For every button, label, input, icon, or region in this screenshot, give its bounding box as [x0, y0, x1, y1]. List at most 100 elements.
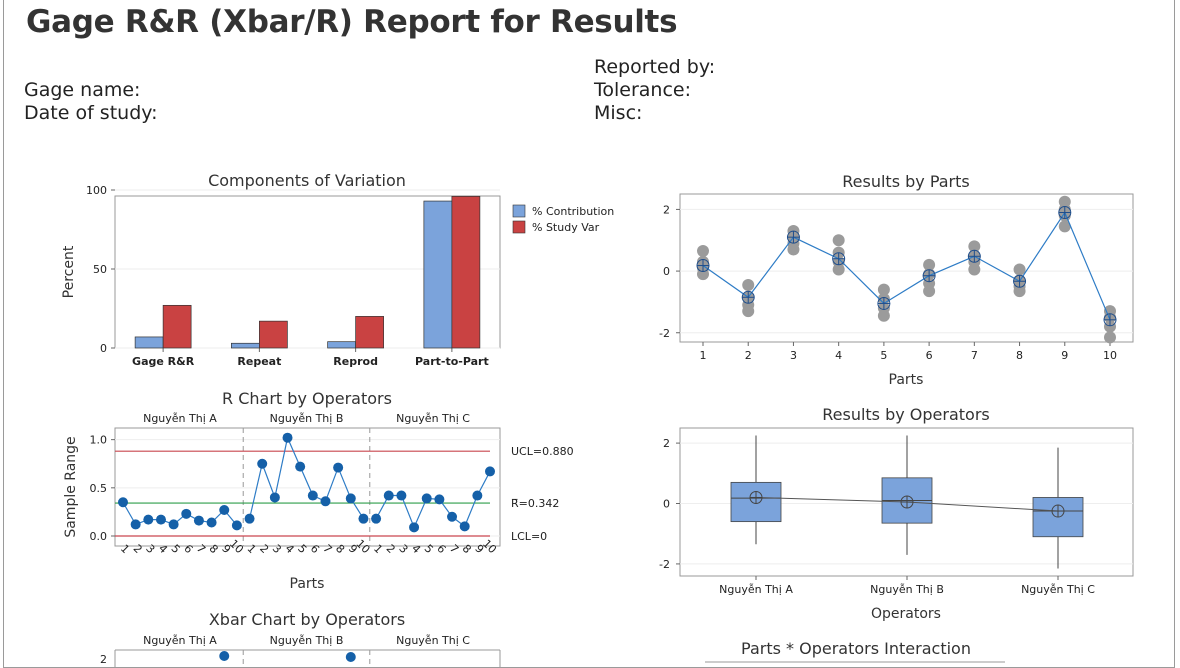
parts-observation-point — [968, 263, 981, 276]
components-category-label: Repeat — [237, 355, 281, 368]
parts-observation-point — [1104, 331, 1116, 344]
r-chart-group-label: Nguyễn Thị C — [396, 412, 470, 425]
components-ytick-label: 50 — [93, 263, 107, 276]
r-chart-point — [231, 520, 242, 531]
parts-observation-point — [742, 305, 755, 318]
r-chart-series-line — [122, 501, 238, 526]
components-category-label: Part-to-Part — [415, 355, 489, 368]
parts-xlabel: Parts — [889, 372, 924, 388]
r-chart-lcl-label: LCL=0 — [511, 530, 547, 543]
r-chart-center-bar: _ — [511, 487, 518, 500]
parts-observation-point — [742, 278, 755, 291]
parts-observation-point — [832, 263, 845, 276]
xbar-ytick-label: 2 — [100, 653, 107, 666]
r-chart-point — [409, 522, 420, 533]
r-chart-point — [434, 494, 445, 505]
components-category-label: Gage R&R — [132, 355, 195, 368]
operators-xtick-label: Nguyễn Thị B — [870, 583, 944, 596]
misc-label: Misc: — [594, 102, 643, 124]
parts-plot-area — [679, 193, 1134, 343]
r-chart-point — [168, 519, 179, 530]
r-chart-point — [181, 508, 192, 519]
parts-xtick-label: 1 — [700, 349, 707, 362]
xbar-group-label: Nguyễn Thị C — [396, 634, 470, 647]
parts-observation-point — [1013, 285, 1026, 298]
r-chart-series-line — [248, 435, 364, 519]
r-chart-point — [206, 517, 217, 528]
components-legend-label: % Contribution — [532, 205, 614, 218]
operators-title: Results by Operators — [822, 405, 990, 424]
operators-ytick-label: -2 — [659, 558, 670, 571]
parts-ytick-label: -2 — [659, 327, 670, 340]
parts-xtick-label: 6 — [926, 349, 933, 362]
parts-xtick-label: 5 — [880, 349, 887, 362]
r-chart-point — [130, 519, 141, 530]
components-title: Components of Variation — [208, 171, 406, 190]
r-chart-xlabel: Parts — [290, 576, 325, 592]
r-chart-point — [193, 515, 204, 526]
parts-observation-point — [1104, 320, 1116, 333]
parts-ytick-label: 2 — [663, 203, 670, 216]
tolerance-label: Tolerance: — [594, 79, 692, 101]
components-legend-swatch — [512, 204, 526, 218]
components-ytick-label: 0 — [100, 342, 107, 355]
r-chart-point — [257, 458, 268, 469]
operators-ytick-label: 0 — [663, 498, 670, 511]
r-chart-title: R Chart by Operators — [222, 389, 392, 408]
parts-xtick-label: 2 — [745, 349, 752, 362]
r-chart-point — [295, 461, 306, 472]
xbar-group-label: Nguyễn Thị B — [270, 634, 344, 647]
r-chart-point — [282, 432, 293, 443]
r-chart-point — [333, 462, 344, 473]
operators-xtick-label: Nguyễn Thị A — [719, 583, 793, 596]
r-chart-point — [447, 511, 458, 522]
r-chart-point — [459, 521, 470, 532]
r-chart-point — [219, 504, 230, 515]
parts-title: Results by Parts — [842, 172, 970, 191]
components-bar-study-var — [259, 320, 288, 349]
components-ylabel: Percent — [61, 245, 77, 298]
parts-observation-point — [832, 234, 845, 247]
r-chart-ytick-label: 1.0 — [90, 434, 108, 447]
components-bar-study-var — [451, 195, 481, 349]
reported-by-label: Reported by: — [594, 56, 716, 78]
operators-xlabel: Operators — [871, 606, 941, 622]
operators-ytick-label: 2 — [663, 437, 670, 450]
xbar-point — [345, 652, 356, 662]
parts-xtick-label: 8 — [1016, 349, 1023, 362]
r-chart-group-label: Nguyễn Thị B — [270, 412, 344, 425]
date-of-study-label: Date of study: — [24, 102, 158, 124]
components-bar-study-var — [162, 304, 192, 349]
r-chart-point — [396, 490, 407, 501]
r-chart-point — [307, 490, 318, 501]
parts-observation-point — [877, 309, 890, 322]
parts-observation-point — [1013, 263, 1026, 276]
r-chart-point — [143, 514, 154, 525]
parts-observation-point — [923, 258, 936, 271]
r-chart-ytick-label: 0.0 — [90, 530, 108, 543]
parts-xtick-label: 9 — [1061, 349, 1068, 362]
parts-mean-line — [702, 211, 1111, 321]
parts-ytick-label: 0 — [663, 265, 670, 278]
parts-observation-point — [923, 285, 936, 298]
r-chart-ylabel: Sample Range — [63, 436, 79, 537]
xbar-chart-title: Xbar Chart by Operators — [209, 610, 405, 629]
components-bar-study-var — [355, 316, 384, 349]
report-title: Gage R&R (Xbar/R) Report for Results — [26, 4, 678, 40]
parts-xtick-label: 4 — [835, 349, 842, 362]
parts-observation-point — [697, 245, 709, 258]
parts-xtick-label: 10 — [1103, 349, 1117, 362]
parts-observation-point — [787, 243, 800, 256]
r-chart-point — [383, 490, 394, 501]
interaction-title: Parts * Operators Interaction — [741, 639, 971, 658]
parts-observation-point — [1058, 220, 1071, 233]
r-chart-point — [485, 466, 495, 477]
parts-xtick-label: 3 — [790, 349, 797, 362]
components-legend-swatch — [512, 220, 526, 234]
r-chart-point — [269, 492, 280, 503]
